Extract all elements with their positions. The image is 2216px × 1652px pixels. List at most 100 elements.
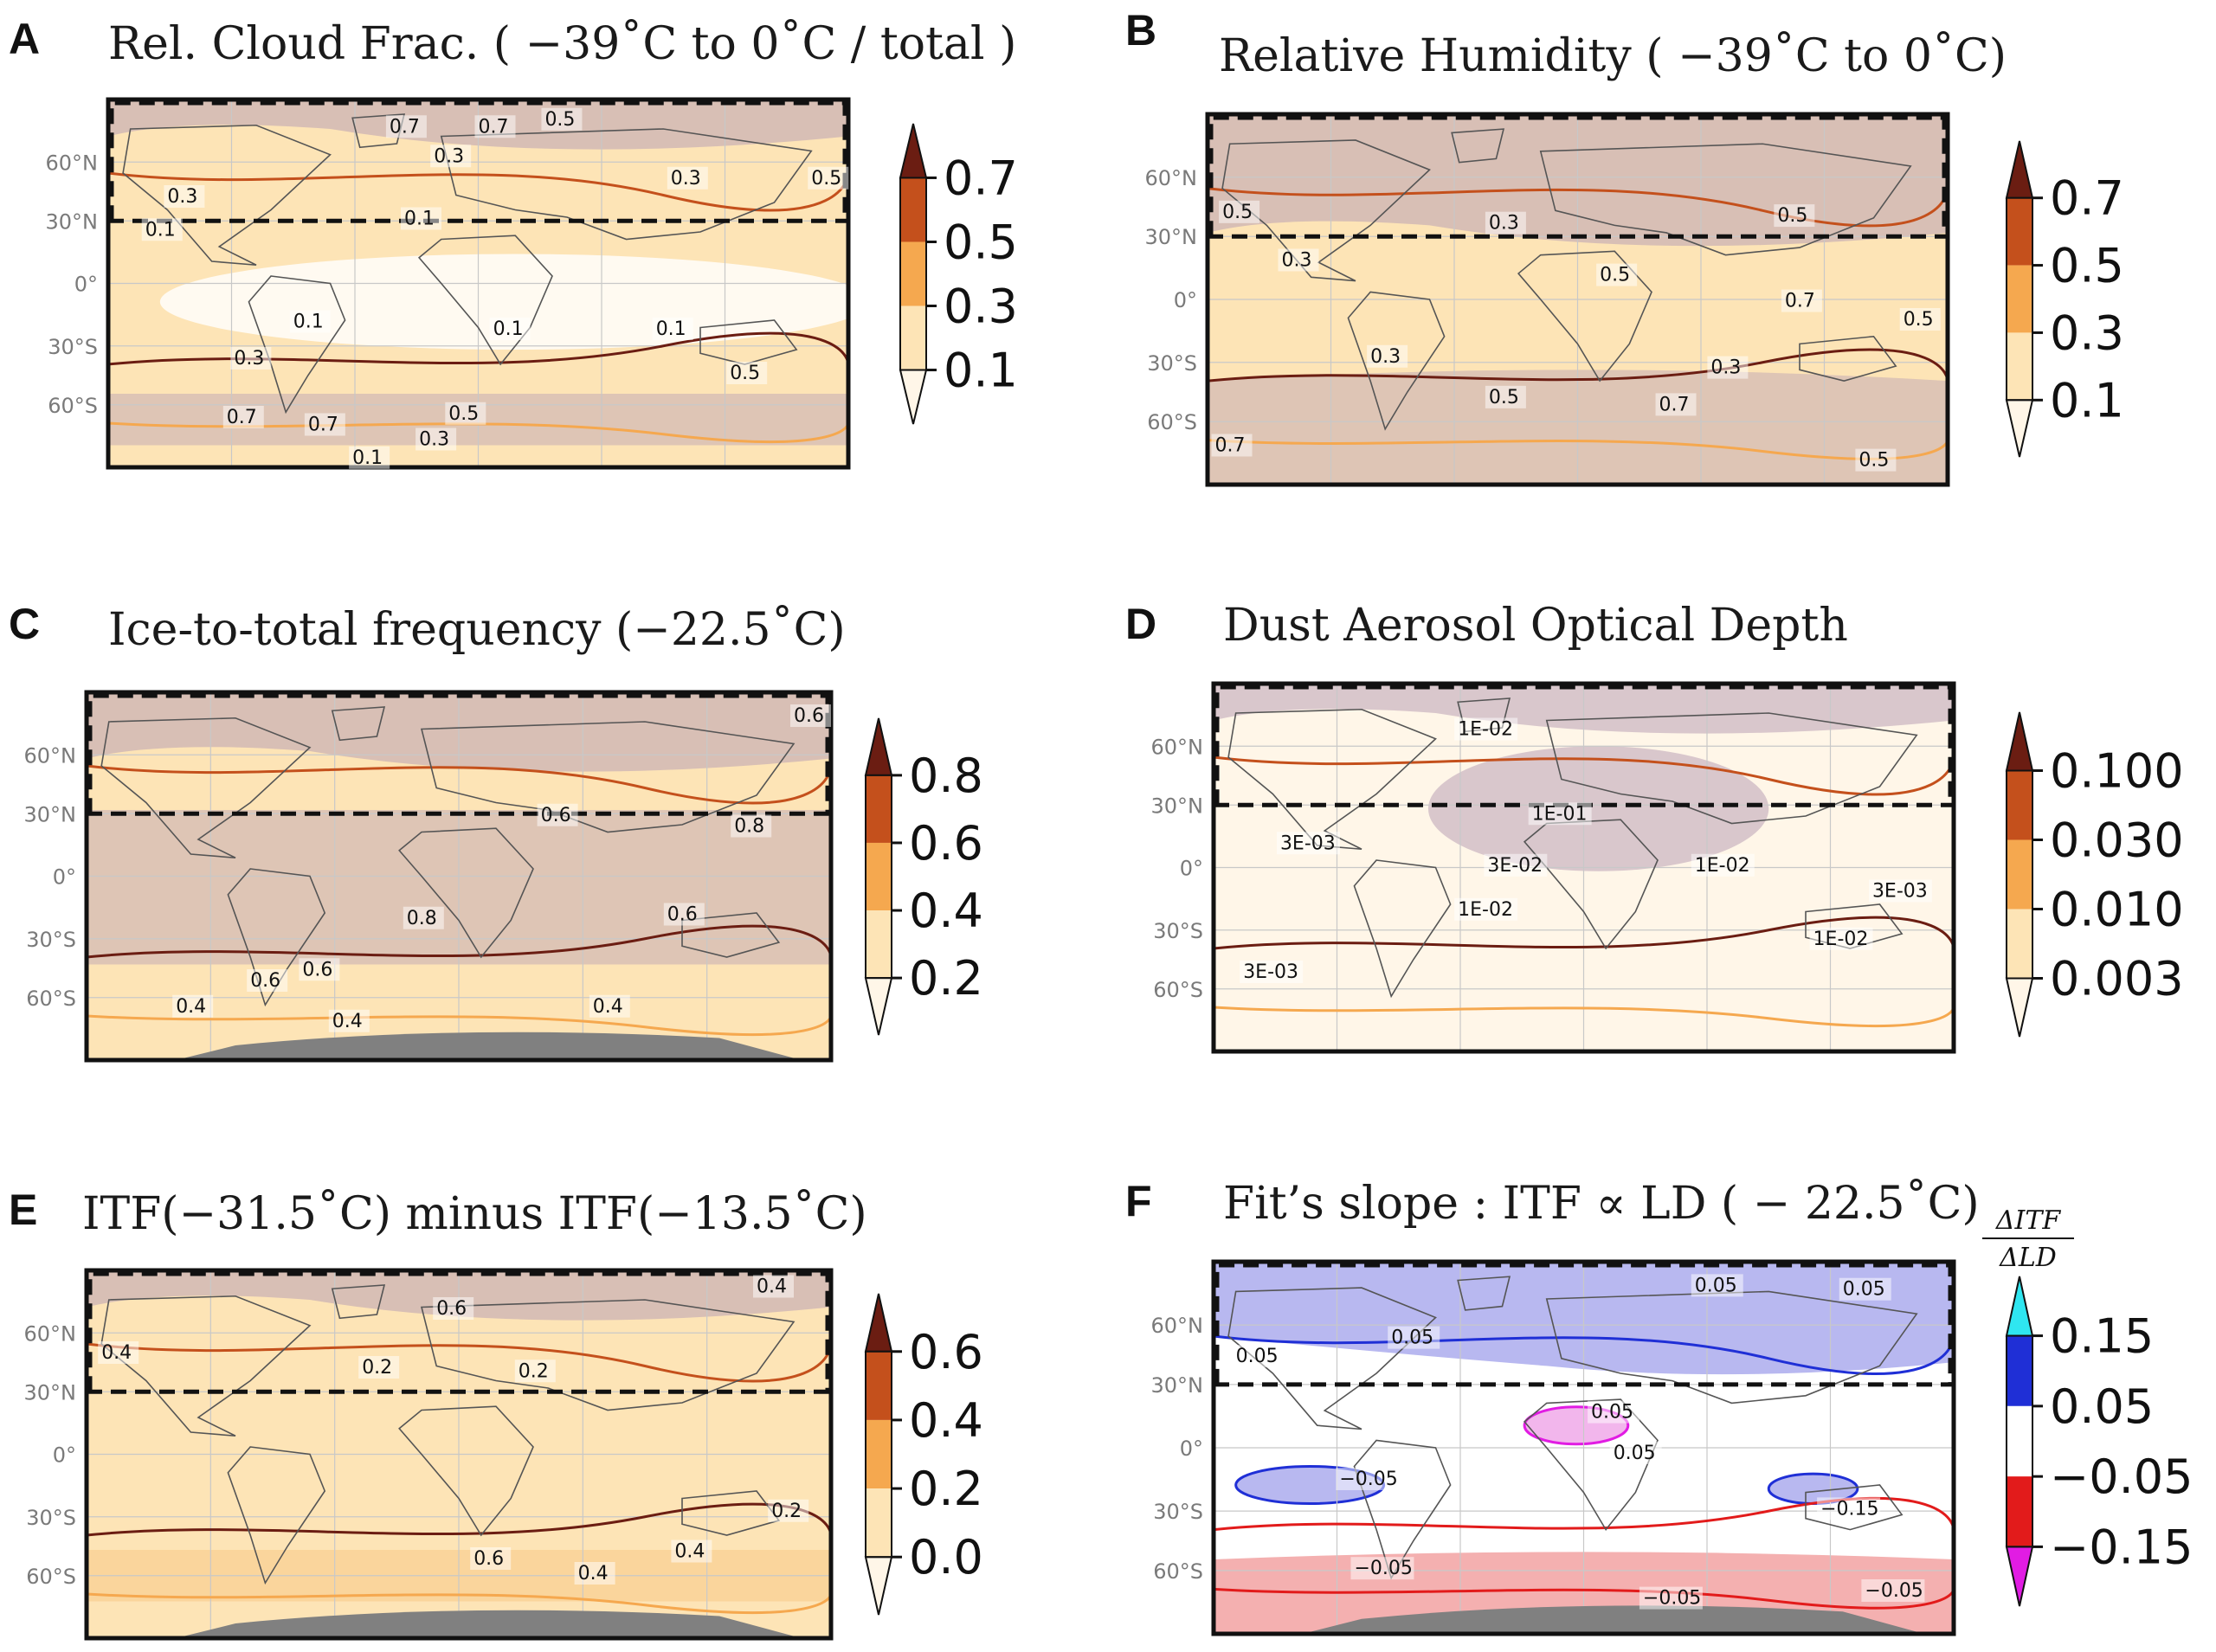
- contour-label-backdrop: [1336, 1468, 1400, 1490]
- greenland: [331, 1284, 386, 1320]
- boxed-region-boundary: [87, 693, 830, 814]
- latitude-label: 60°S: [26, 1565, 76, 1589]
- colorbar-tick-label: 0.010: [2050, 883, 2184, 937]
- contour-label-backdrop: [1219, 200, 1260, 223]
- contour-label: 1E-02: [1458, 899, 1513, 921]
- contour-label-backdrop: [489, 318, 531, 340]
- colorbar-segment: [866, 1419, 892, 1489]
- contour-label: 0.05: [1236, 1346, 1279, 1367]
- panel-d: D Dust Aerosol Optical Depth 60°N 30°N 0° 30°…: [1125, 600, 2184, 1054]
- contour-label-backdrop: [1278, 248, 1319, 272]
- boxed-region-boundary: [1214, 685, 1953, 806]
- colorbar-tick-label: 0.0: [909, 1530, 983, 1585]
- contour-label: 0.8: [407, 908, 437, 929]
- latitude-label: 60°N: [1145, 166, 1198, 190]
- colorbar: 0.7 0.5 0.3 0.1: [899, 123, 1018, 425]
- australia: [1805, 1484, 1904, 1531]
- latitude-label: 60°N: [1151, 1314, 1204, 1338]
- contour-label-backdrop: [1240, 961, 1304, 983]
- contour-label-backdrop: [1596, 263, 1638, 286]
- panel-b: B Relative Humidity ( −39˚C to 0˚C) 60°N 30…: [1125, 6, 2124, 487]
- contour-label: 0.4: [757, 1276, 787, 1298]
- colorbar-extend-top: [2005, 140, 2034, 199]
- australia: [699, 319, 798, 365]
- latitude-label: 60°S: [26, 987, 76, 1011]
- contour-line: [1214, 1496, 1954, 1532]
- contour-label-backdrop: [1855, 448, 1897, 472]
- contour-label-backdrop: [1485, 211, 1526, 235]
- panel-f: F Fit’s slope : ITF ∝ LD ( − 22.5˚C) 60°N 3…: [1125, 1177, 2193, 1636]
- contour-line: [87, 764, 831, 805]
- colorbar-tick-label: 0.5: [944, 215, 1018, 269]
- latitude-label: 30°S: [26, 928, 76, 952]
- map: 60°N 30°N 0° 30°S 60°S 0.6 0.6 0.8 0.8 0.6 0.6 0.6 0…: [24, 690, 834, 1063]
- contour-line: [1208, 348, 1948, 382]
- contour-line: [1214, 916, 1954, 950]
- eurasia: [420, 721, 796, 833]
- eurasia: [1545, 1290, 1918, 1405]
- colorbar-frame: [2006, 769, 2033, 980]
- contour-label-backdrop: [652, 318, 693, 340]
- colorbar-unit-denominator: ΔLD: [1999, 1243, 2057, 1273]
- contour-label-backdrop: [230, 347, 272, 370]
- contour-label-backdrop: [349, 446, 390, 469]
- north-america: [122, 124, 332, 267]
- contour-label-backdrop: [430, 145, 472, 168]
- colorbar-tick-label: −0.05: [2050, 1450, 2193, 1504]
- contour-label: 0.4: [101, 1342, 132, 1364]
- panel-letter: D: [1125, 600, 1156, 648]
- contour-label: 0.5: [1600, 265, 1630, 286]
- colorbar-tick-label: 0.2: [909, 1462, 983, 1516]
- panel-title: Relative Humidity ( −39˚C to 0˚C): [1219, 30, 2007, 82]
- colorbar-frame: [865, 774, 892, 980]
- contour-label-backdrop: [1691, 853, 1755, 877]
- coastlines: [122, 113, 813, 415]
- contour-line: [1208, 187, 1948, 228]
- contour-label-backdrop: [1454, 897, 1518, 921]
- contour-label: 0.1: [352, 447, 383, 469]
- colorbar-tick-label: −0.15: [2050, 1520, 2193, 1574]
- contour-label: 0.5: [811, 168, 841, 190]
- contour-label: 0.8: [734, 816, 764, 838]
- contour-label: 0.05: [1614, 1443, 1656, 1464]
- contour-label-backdrop: [1839, 1277, 1891, 1301]
- contour-label-backdrop: [1809, 927, 1873, 950]
- contour-label-backdrop: [768, 1499, 809, 1522]
- colorbar-segment: [900, 177, 926, 242]
- colorbar-extend-top: [2005, 711, 2034, 772]
- contour-label-backdrop: [1639, 1586, 1703, 1610]
- eurasia: [1539, 143, 1912, 256]
- contour-label-backdrop: [731, 814, 772, 838]
- contour-label: 0.1: [145, 219, 176, 241]
- contour-label: 1E-02: [1458, 719, 1513, 741]
- colorbar-segment: [2007, 770, 2032, 840]
- contour-label-backdrop: [328, 1009, 370, 1032]
- contour-label-backdrop: [1868, 879, 1932, 903]
- colorbar-extend-bottom: [2005, 399, 2034, 458]
- south-america: [227, 1446, 326, 1585]
- colorbar-tick-label: 0.7: [944, 151, 1018, 205]
- contour-label-backdrop: [289, 310, 331, 333]
- africa: [1523, 819, 1659, 950]
- colorbar-tick-label: 0.7: [2050, 171, 2124, 226]
- contour-label: 0.3: [434, 145, 464, 167]
- colorbar-frame: [865, 1350, 892, 1559]
- eurasia: [420, 1299, 796, 1411]
- contour-label-backdrop: [1861, 1579, 1925, 1602]
- contour-label-backdrop: [433, 1297, 474, 1320]
- latitude-label: 60°S: [1153, 1559, 1203, 1584]
- panel-a: A Rel. Cloud Frac. ( −39˚C to 0˚C / total…: [9, 15, 1018, 470]
- contour-label: 0.05: [1695, 1275, 1737, 1296]
- contour-label-backdrop: [808, 166, 849, 190]
- contour-label-backdrop: [1707, 356, 1749, 379]
- eurasia: [440, 128, 813, 241]
- colorbar-extend-top: [899, 123, 928, 179]
- contour-label: 0.6: [794, 705, 824, 727]
- contour-label-backdrop: [1899, 307, 1941, 331]
- contour-label-backdrop: [1454, 717, 1518, 741]
- panel-letter: A: [9, 15, 40, 63]
- panel-title: Fit’s slope : ITF ∝ LD ( − 22.5˚C): [1223, 1178, 1980, 1230]
- panel-letter: B: [1125, 6, 1156, 55]
- contour-label: 0.7: [1785, 291, 1815, 312]
- latitude-label: 60°S: [1147, 410, 1197, 434]
